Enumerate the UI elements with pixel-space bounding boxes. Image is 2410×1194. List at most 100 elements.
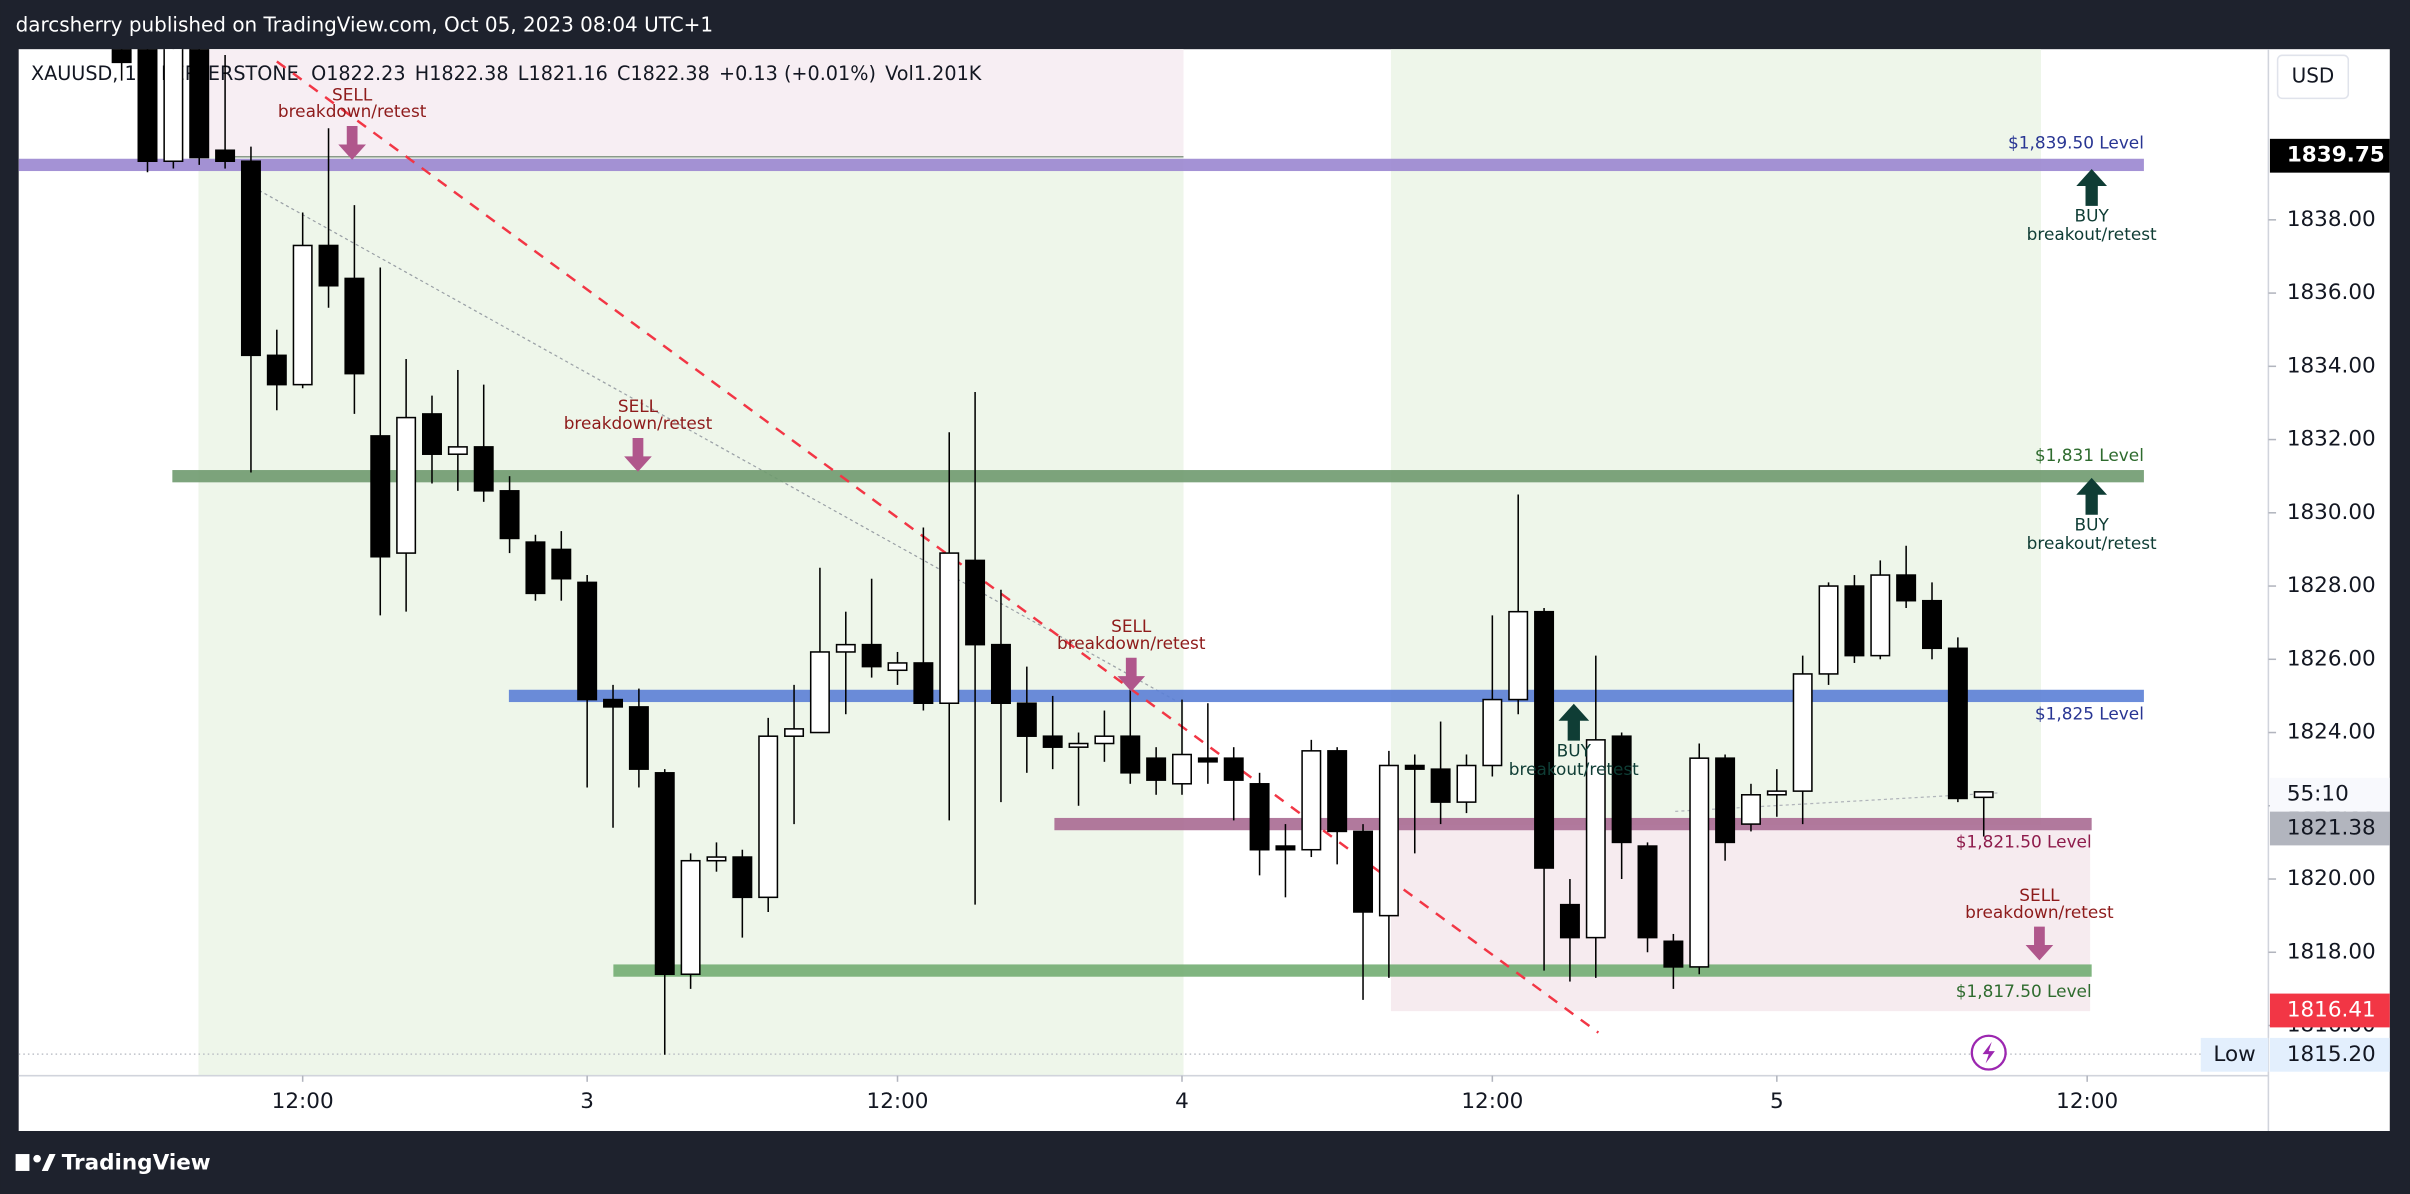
signal-text: breakdown/retest <box>1057 633 1206 653</box>
candles <box>111 49 1994 1055</box>
buy-arrow <box>2076 477 2108 515</box>
alert-bolt <box>1982 1041 1995 1064</box>
candle-body <box>784 728 805 737</box>
signal-text: breakout/retest <box>2027 224 2157 244</box>
x-tick-label: 12:00 <box>2056 1089 2118 1114</box>
candle-body <box>473 446 494 492</box>
change: +0.13 (+0.01%) <box>719 61 876 84</box>
candle-body <box>758 735 779 899</box>
price-tag-label: 1821.38 <box>2287 815 2376 840</box>
candle-body <box>809 651 830 734</box>
candle-body <box>422 413 442 455</box>
countdown-box <box>2269 777 2390 812</box>
candle-body <box>1844 585 1865 657</box>
zone <box>1390 829 2091 1012</box>
brand: TradingView <box>62 1150 211 1175</box>
sell-arrow <box>2025 926 2054 961</box>
price-tag-label: 1816.41 <box>2287 997 2376 1022</box>
candle-body <box>1249 783 1270 851</box>
candle-body <box>939 552 960 705</box>
x-tick-label: 3 <box>580 1089 594 1114</box>
currency-box[interactable] <box>2276 54 2350 100</box>
candle-body <box>628 706 649 770</box>
level-band <box>172 470 2144 483</box>
candle-body <box>603 698 624 708</box>
y-tick-label: 1834.00 <box>2287 353 2376 378</box>
levels <box>18 158 2144 977</box>
zone <box>198 49 1184 157</box>
level-label: $1,821.50 Level <box>1956 832 2092 852</box>
candle-body <box>990 643 1011 705</box>
sell-arrow <box>338 126 366 160</box>
candle-body <box>1016 702 1037 737</box>
y-tick-label: 1832.00 <box>2287 427 2376 452</box>
candle-body <box>861 643 882 668</box>
candle-body <box>370 435 391 558</box>
candle-body <box>732 856 753 899</box>
candle-body <box>1896 574 1917 602</box>
candle-body <box>1715 757 1736 844</box>
x-tick-label: 12:00 <box>867 1089 929 1114</box>
candle-body <box>525 541 546 595</box>
signal-text: breakout/retest <box>2027 533 2157 553</box>
sell-arrow <box>1117 657 1146 692</box>
low: L1821.16 <box>518 61 608 84</box>
candle-body <box>1482 698 1503 767</box>
x-tick-label: 12:00 <box>1461 1089 1523 1114</box>
drawings <box>198 49 2091 1076</box>
level-band <box>1054 817 2092 831</box>
buy-arrow <box>2076 169 2108 206</box>
publisher-header: darcsherry published on TradingView.com,… <box>16 13 714 37</box>
price-tag <box>2269 1037 2390 1072</box>
y-tick-label: 1818.00 <box>2287 939 2376 964</box>
candle-body <box>887 662 908 672</box>
low-box <box>2200 1037 2269 1072</box>
candle-body <box>835 643 856 653</box>
y-tick-label: 1830.00 <box>2287 500 2376 525</box>
price-tag <box>2269 811 2390 846</box>
candle-body <box>189 49 210 159</box>
candle-body <box>1818 585 1839 675</box>
y-tick-label: 1824.00 <box>2287 720 2376 745</box>
candle-body <box>292 244 313 386</box>
signal-text: breakdown/retest <box>278 101 427 121</box>
candle-body <box>1611 735 1632 844</box>
close: C1822.38 <box>617 61 710 84</box>
trend-line <box>276 60 1600 1034</box>
candle-body <box>1870 574 1891 657</box>
candle-body <box>1637 845 1658 939</box>
candle-body <box>1792 673 1813 792</box>
candle-body <box>1947 647 1968 800</box>
price-tag <box>2269 138 2390 173</box>
candle-body <box>240 160 261 357</box>
candle-body <box>1663 940 1684 968</box>
level-label: $1,839.50 Level <box>2008 132 2144 152</box>
low-label: Low <box>2213 1042 2255 1067</box>
y-tick-label: 1826.00 <box>2287 646 2376 671</box>
signal-text: breakdown/retest <box>564 413 713 433</box>
candle-body <box>706 856 727 862</box>
sell-arrow <box>624 437 652 472</box>
candle-body <box>163 49 184 163</box>
high: H1822.38 <box>415 61 509 84</box>
candle-body <box>1042 735 1063 748</box>
level-label: $1,825 Level <box>2035 703 2144 723</box>
y-tick-label: 1828.00 <box>2287 573 2376 598</box>
buy-arrow <box>1558 703 1590 741</box>
candle-body <box>1456 764 1477 803</box>
trend-line <box>253 186 1177 702</box>
level-band <box>18 158 2144 172</box>
candle-body <box>266 354 287 386</box>
y-tick-label: 1820.00 <box>2287 866 2376 891</box>
signal-label: BUY <box>2075 515 2110 535</box>
candle-body <box>1689 757 1710 968</box>
candle-body <box>1327 750 1348 833</box>
price-tag-label: 1815.20 <box>2287 1042 2376 1067</box>
x-tick-label: 5 <box>1770 1089 1784 1114</box>
countdown: 55:10 <box>2287 782 2349 807</box>
price-tag-label: 1839.75 <box>2287 143 2385 168</box>
signal-label: SELL <box>2019 885 2060 905</box>
level-label: $1,831 Level <box>2035 445 2144 465</box>
candle-body <box>1172 753 1192 785</box>
